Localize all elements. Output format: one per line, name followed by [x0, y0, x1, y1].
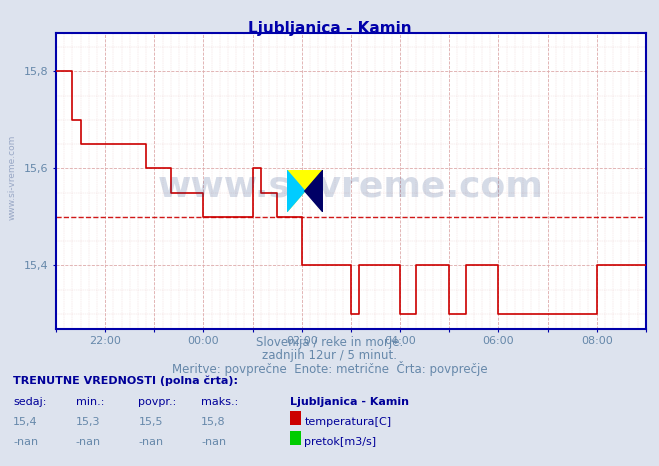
Text: 15,3: 15,3 — [76, 417, 100, 427]
Text: Meritve: povprečne  Enote: metrične  Črta: povprečje: Meritve: povprečne Enote: metrične Črta:… — [172, 361, 487, 376]
Polygon shape — [287, 170, 304, 212]
Text: www.si-vreme.com: www.si-vreme.com — [158, 170, 544, 204]
Text: sedaj:: sedaj: — [13, 397, 47, 407]
Text: povpr.:: povpr.: — [138, 397, 177, 407]
Text: -nan: -nan — [138, 437, 163, 446]
Polygon shape — [304, 170, 323, 212]
Text: zadnjih 12ur / 5 minut.: zadnjih 12ur / 5 minut. — [262, 349, 397, 362]
Text: min.:: min.: — [76, 397, 104, 407]
Text: -nan: -nan — [13, 437, 38, 446]
Text: pretok[m3/s]: pretok[m3/s] — [304, 437, 376, 446]
Polygon shape — [287, 170, 323, 212]
Text: www.si-vreme.com: www.si-vreme.com — [8, 134, 17, 220]
Text: temperatura[C]: temperatura[C] — [304, 417, 391, 427]
Text: Ljubljanica - Kamin: Ljubljanica - Kamin — [248, 21, 411, 36]
Text: maks.:: maks.: — [201, 397, 239, 407]
Text: 15,8: 15,8 — [201, 417, 225, 427]
Text: 15,4: 15,4 — [13, 417, 38, 427]
Text: 15,5: 15,5 — [138, 417, 163, 427]
Text: Slovenija / reke in morje.: Slovenija / reke in morje. — [256, 336, 403, 350]
Text: -nan: -nan — [201, 437, 226, 446]
Text: -nan: -nan — [76, 437, 101, 446]
Text: Ljubljanica - Kamin: Ljubljanica - Kamin — [290, 397, 409, 407]
Text: TRENUTNE VREDNOSTI (polna črta):: TRENUTNE VREDNOSTI (polna črta): — [13, 375, 238, 386]
